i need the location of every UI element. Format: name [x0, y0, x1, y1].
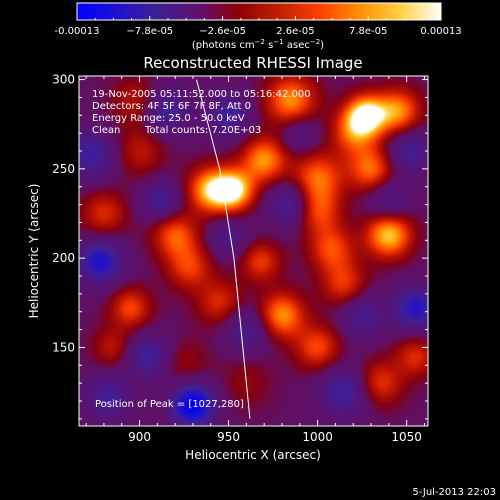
y-tick-label: 150 [52, 340, 75, 354]
y-axis-tick-labels: 150 200 250 300 [52, 73, 75, 355]
y-tick-label: 250 [52, 162, 75, 176]
y-tick-label: 200 [52, 251, 75, 265]
timestamp: 5-Jul-2013 22:03 [412, 487, 496, 498]
x-axis-ticks [85, 76, 425, 426]
annotation-total-counts: Total counts: 7.20E+03 [144, 125, 261, 136]
annotation-block: 19-Nov-2005 05:11:52.000 to 05:16:42.000… [92, 89, 311, 136]
colorbar-tick-labels: -0.00013 −7.8e-05 −2.6e-05 2.6e-05 7.8e-05 0.… [55, 26, 462, 37]
x-tick-label: 1000 [302, 430, 333, 444]
heatmap-image [79, 76, 428, 426]
x-tick-label: 1050 [391, 430, 422, 444]
x-tick-label: 900 [128, 430, 151, 444]
colorbar-ticks [76, 16, 442, 20]
y-axis-label: Heliocentric Y (arcsec) [27, 184, 41, 319]
plot-frame [78, 75, 429, 427]
peak-position-label: Position of Peak = [1027,280] [95, 399, 244, 410]
annotation-detectors: Detectors: 4F 5F 6F 7F 8F, Att 0 [92, 101, 251, 112]
colorbar-tick-label: 2.6e-05 [276, 26, 314, 37]
colorbar-tick-label: 0.00013 [420, 26, 461, 37]
chart-title: Reconstructed RHESSI Image [143, 54, 362, 72]
annotation-algorithm: Clean [92, 125, 120, 136]
solar-limb-curve [196, 79, 251, 419]
colorbar-tick-label: -0.00013 [55, 26, 100, 37]
colorbar-tick-label: −2.6e-05 [199, 26, 246, 37]
annotation-energy-range: Energy Range: 25.0 - 50.0 keV [92, 113, 245, 124]
y-axis-ticks [79, 79, 428, 420]
x-axis-label: Heliocentric X (arcsec) [185, 448, 321, 462]
annotation-time-range: 19-Nov-2005 05:11:52.000 to 05:16:42.000 [92, 89, 311, 100]
colorbar-unit-label: (photons cm−2 s−1 asec−2) [192, 38, 324, 51]
colorbar-tick-label: 7.8e-05 [349, 26, 387, 37]
x-tick-label: 950 [217, 430, 240, 444]
colorbar-tick-label: −7.8e-05 [126, 26, 173, 37]
y-tick-label: 300 [52, 73, 75, 87]
colorbar [76, 2, 442, 21]
x-axis-tick-labels: 900 950 1000 1050 [128, 430, 422, 444]
